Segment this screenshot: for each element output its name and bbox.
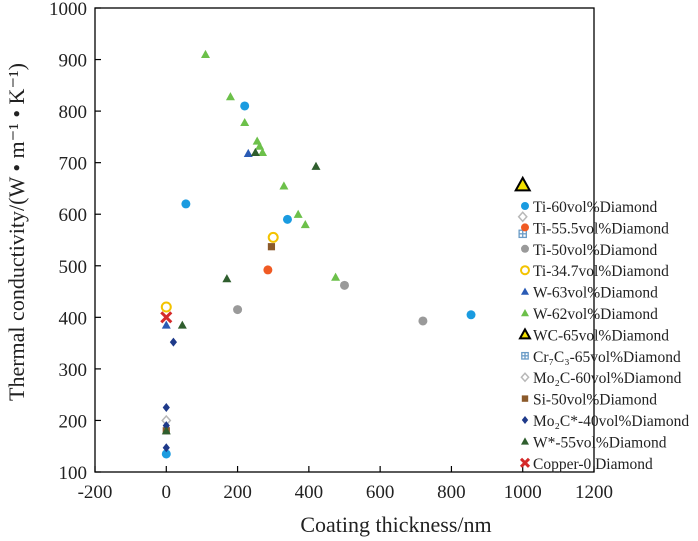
x-axis: -200 0 200 400 600 800 1000 1200 xyxy=(78,466,613,503)
legend-label: Si-50vol%Diamond xyxy=(533,392,657,409)
data-point xyxy=(162,421,170,431)
data-points xyxy=(160,49,532,459)
y-tick-label: 1000 xyxy=(49,0,87,20)
data-point xyxy=(267,231,279,243)
legend-marker xyxy=(521,309,529,317)
legend-label: Ti-60vol%Diamond xyxy=(533,199,658,216)
y-axis-label: Thermal conductivity/(W • m⁻¹ • K⁻¹) xyxy=(4,63,29,401)
legend-marker xyxy=(521,437,529,445)
plot-frame xyxy=(94,7,595,473)
y-tick-label: 400 xyxy=(59,308,88,329)
legend-label: W-62vol%Diamond xyxy=(533,306,658,323)
data-point xyxy=(240,101,250,111)
y-tick-label: 900 xyxy=(59,51,88,72)
legend: Ti-60vol%Diamond Ti-55.5vol%Diamond Ti-50v… xyxy=(518,199,689,473)
legend-label: W-63vol%Diamond xyxy=(533,285,658,302)
data-point xyxy=(514,175,532,192)
data-point xyxy=(293,209,303,218)
legend-label: Cr₇C₃-65vol%Diamond xyxy=(533,349,681,366)
data-point xyxy=(200,49,210,58)
legend-label: Ti-50vol%Diamond xyxy=(533,242,658,259)
data-point xyxy=(162,403,170,413)
y-tick-label: 800 xyxy=(59,102,88,123)
x-tick-label: 1200 xyxy=(575,482,613,503)
data-point xyxy=(466,310,476,320)
y-tick-label: 300 xyxy=(59,360,88,381)
data-point xyxy=(181,199,191,209)
plot-border xyxy=(94,7,595,473)
data-point xyxy=(311,161,321,170)
data-point xyxy=(161,449,171,459)
data-point xyxy=(161,320,171,329)
legend-marker xyxy=(521,244,529,253)
data-point xyxy=(263,265,273,275)
data-point xyxy=(225,92,235,101)
legend-marker xyxy=(520,372,530,383)
data-point xyxy=(279,181,289,190)
legend-marker xyxy=(521,416,529,424)
data-point xyxy=(258,147,268,156)
data-point xyxy=(162,443,170,453)
x-tick-label: 200 xyxy=(223,482,252,503)
x-tick-label: 600 xyxy=(366,482,395,503)
data-point xyxy=(255,141,265,150)
data-point xyxy=(169,337,178,347)
x-axis-label: Coating thickness/nm xyxy=(300,512,491,537)
data-point xyxy=(160,301,172,313)
data-point xyxy=(282,214,292,224)
legend-marker xyxy=(518,327,532,340)
y-tick-label: 600 xyxy=(59,205,88,226)
data-point xyxy=(300,220,310,229)
data-point xyxy=(340,280,349,290)
legend-marker xyxy=(521,223,529,232)
legend-label: Mo₂C*-40vol%Diamond xyxy=(533,413,689,430)
data-point xyxy=(517,211,528,223)
data-point xyxy=(240,117,250,127)
x-tick-label: 800 xyxy=(437,482,466,503)
legend-label: W*-55vol%Diamond xyxy=(533,434,667,451)
data-point xyxy=(177,320,187,329)
y-tick-label: 200 xyxy=(59,411,88,432)
x-tick-label: -200 xyxy=(78,482,113,503)
data-point xyxy=(222,274,232,283)
legend-marker xyxy=(520,265,530,276)
legend-marker-b xyxy=(519,457,531,468)
data-point xyxy=(418,316,428,326)
legend-marker xyxy=(521,287,529,295)
y-axis: 100 200 300 400 500 600 700 800 900 1000 xyxy=(49,0,101,484)
legend-marker xyxy=(521,202,529,210)
data-point xyxy=(250,147,260,156)
y-tick-label: 700 xyxy=(59,154,88,175)
legend-label: Ti-34.7vol%Diamond xyxy=(533,263,669,280)
data-point xyxy=(331,272,341,281)
data-point xyxy=(161,426,171,435)
data-point xyxy=(243,148,253,157)
legend-label: WC-65vol%Diamond xyxy=(533,327,669,344)
legend-label: Copper-0 Diamond xyxy=(533,456,653,473)
data-point-b xyxy=(160,311,173,324)
data-point xyxy=(267,243,276,251)
legend-label: Ti-55.5vol%Diamond xyxy=(533,220,669,237)
y-tick-label: 100 xyxy=(59,463,88,484)
x-tick-label: 1000 xyxy=(504,482,542,503)
y-tick-label: 500 xyxy=(59,257,88,278)
legend-label: Mo₂C-60vol%Diamond xyxy=(533,370,682,387)
legend-marker xyxy=(521,395,529,402)
x-tick-label: 0 xyxy=(162,482,172,503)
data-point xyxy=(233,305,243,315)
x-tick-label: 400 xyxy=(295,482,324,503)
